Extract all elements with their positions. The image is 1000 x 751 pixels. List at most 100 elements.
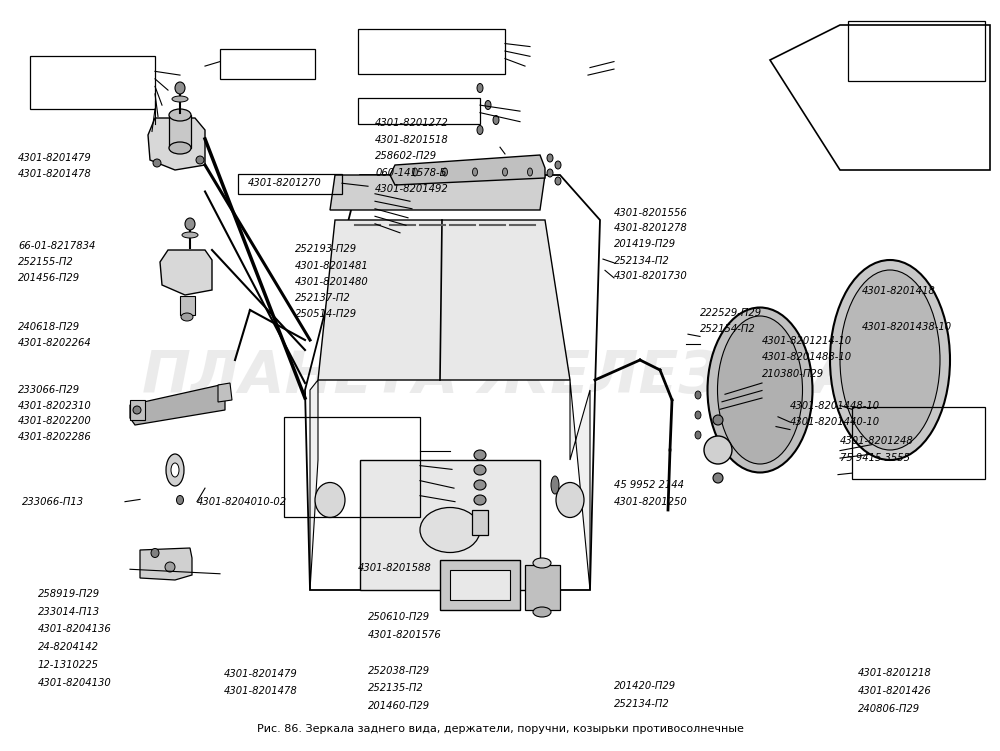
Text: 4301-8201588: 4301-8201588 bbox=[358, 562, 432, 573]
Polygon shape bbox=[525, 565, 560, 610]
Text: 4301-8201478: 4301-8201478 bbox=[18, 169, 92, 179]
Ellipse shape bbox=[533, 607, 551, 617]
Polygon shape bbox=[130, 385, 225, 425]
Text: 4301-8201278: 4301-8201278 bbox=[614, 223, 688, 234]
Polygon shape bbox=[140, 548, 192, 580]
Text: 240618-П29: 240618-П29 bbox=[18, 322, 80, 333]
Polygon shape bbox=[472, 510, 488, 535]
Ellipse shape bbox=[695, 391, 701, 399]
Ellipse shape bbox=[474, 465, 486, 475]
Text: 252193-П29: 252193-П29 bbox=[295, 244, 357, 255]
Text: 4301-8204136: 4301-8204136 bbox=[38, 624, 112, 635]
Ellipse shape bbox=[493, 116, 499, 125]
Ellipse shape bbox=[708, 307, 812, 472]
Text: 233014-П13: 233014-П13 bbox=[38, 607, 100, 617]
Text: ПЛАНЕТА ЖЕЛЕЗЯКА: ПЛАНЕТА ЖЕЛЕЗЯКА bbox=[142, 348, 858, 405]
Ellipse shape bbox=[474, 450, 486, 460]
Text: 258602-П29: 258602-П29 bbox=[375, 151, 437, 161]
Ellipse shape bbox=[551, 476, 559, 494]
Ellipse shape bbox=[133, 406, 141, 414]
Ellipse shape bbox=[830, 260, 950, 460]
Ellipse shape bbox=[556, 482, 584, 517]
Ellipse shape bbox=[176, 496, 184, 505]
Text: 250610-П29: 250610-П29 bbox=[368, 612, 430, 623]
Ellipse shape bbox=[196, 156, 204, 164]
Ellipse shape bbox=[442, 168, 448, 176]
Ellipse shape bbox=[547, 154, 553, 162]
Text: 250514-П29: 250514-П29 bbox=[295, 309, 357, 319]
Text: 12-1310225: 12-1310225 bbox=[38, 659, 99, 670]
Polygon shape bbox=[180, 296, 195, 315]
Polygon shape bbox=[390, 155, 545, 185]
Polygon shape bbox=[450, 570, 510, 600]
Ellipse shape bbox=[175, 82, 185, 94]
Text: 233066-П13: 233066-П13 bbox=[22, 496, 84, 507]
Ellipse shape bbox=[528, 168, 532, 176]
Ellipse shape bbox=[171, 463, 179, 477]
Ellipse shape bbox=[151, 548, 159, 557]
Text: 252134-П2: 252134-П2 bbox=[614, 698, 670, 709]
Ellipse shape bbox=[474, 495, 486, 505]
Text: 75 9415 3555: 75 9415 3555 bbox=[840, 453, 910, 463]
Ellipse shape bbox=[420, 508, 480, 553]
Text: 4301-8201488-10: 4301-8201488-10 bbox=[762, 352, 852, 363]
Ellipse shape bbox=[695, 431, 701, 439]
Ellipse shape bbox=[473, 168, 478, 176]
Ellipse shape bbox=[169, 109, 191, 121]
Ellipse shape bbox=[185, 218, 195, 230]
Polygon shape bbox=[218, 383, 232, 402]
Text: 4301-8201438-10: 4301-8201438-10 bbox=[862, 322, 952, 333]
Ellipse shape bbox=[153, 159, 161, 167]
Text: 201420-П29: 201420-П29 bbox=[614, 681, 676, 692]
Text: 252134-П2: 252134-П2 bbox=[614, 255, 670, 266]
Ellipse shape bbox=[704, 436, 732, 464]
Polygon shape bbox=[570, 380, 590, 590]
Ellipse shape bbox=[503, 168, 508, 176]
Text: 222529-П29: 222529-П29 bbox=[700, 308, 762, 318]
Polygon shape bbox=[310, 380, 318, 590]
Text: 4301-8201479: 4301-8201479 bbox=[224, 669, 298, 680]
Text: Рис. 86. Зеркала заднего вида, держатели, поручни, козырьки противосолнечные: Рис. 86. Зеркала заднего вида, держатели… bbox=[257, 724, 743, 734]
Ellipse shape bbox=[166, 454, 184, 486]
Text: 4301-8201556: 4301-8201556 bbox=[614, 207, 688, 218]
Text: 4301-8201730: 4301-8201730 bbox=[614, 271, 688, 282]
Text: 201419-П29: 201419-П29 bbox=[614, 239, 676, 249]
Text: 4301-8201518: 4301-8201518 bbox=[375, 134, 449, 145]
Ellipse shape bbox=[555, 161, 561, 169]
Polygon shape bbox=[318, 220, 570, 380]
Text: 4301-8204010-02: 4301-8204010-02 bbox=[197, 496, 287, 507]
Text: 4301-8201272: 4301-8201272 bbox=[375, 118, 449, 128]
Text: 4301-8201218: 4301-8201218 bbox=[858, 668, 932, 678]
Text: 45 9952 2144: 45 9952 2144 bbox=[614, 480, 684, 490]
Ellipse shape bbox=[555, 177, 561, 185]
Ellipse shape bbox=[172, 96, 188, 102]
Ellipse shape bbox=[169, 142, 191, 154]
Text: 252154-П2: 252154-П2 bbox=[700, 324, 756, 334]
Text: 66-01-8217834: 66-01-8217834 bbox=[18, 241, 95, 252]
Text: 4301-8201440-10: 4301-8201440-10 bbox=[790, 417, 880, 427]
Polygon shape bbox=[148, 118, 205, 170]
Ellipse shape bbox=[485, 101, 491, 110]
Text: 252155-П2: 252155-П2 bbox=[18, 257, 74, 267]
Text: 252137-П2: 252137-П2 bbox=[295, 293, 351, 303]
Text: 4301-8201248: 4301-8201248 bbox=[840, 436, 914, 446]
Text: 4301-8201270: 4301-8201270 bbox=[248, 178, 322, 189]
Text: 4301-8201492: 4301-8201492 bbox=[375, 184, 449, 195]
Text: 4301-8201478: 4301-8201478 bbox=[224, 686, 298, 696]
Ellipse shape bbox=[477, 125, 483, 134]
Text: 252038-П29: 252038-П29 bbox=[368, 665, 430, 676]
Ellipse shape bbox=[533, 558, 551, 568]
Ellipse shape bbox=[713, 415, 723, 425]
Ellipse shape bbox=[547, 169, 553, 177]
Ellipse shape bbox=[474, 480, 486, 490]
Text: 4301-8202310: 4301-8202310 bbox=[18, 400, 92, 411]
Ellipse shape bbox=[713, 473, 723, 483]
Ellipse shape bbox=[413, 168, 418, 176]
Text: 4301-8201418: 4301-8201418 bbox=[862, 286, 936, 297]
Ellipse shape bbox=[181, 313, 193, 321]
Polygon shape bbox=[130, 400, 145, 420]
Text: 233066-П29: 233066-П29 bbox=[18, 385, 80, 395]
Text: 4301-8202264: 4301-8202264 bbox=[18, 338, 92, 348]
Text: 240806-П29: 240806-П29 bbox=[858, 704, 920, 714]
Ellipse shape bbox=[165, 562, 175, 572]
